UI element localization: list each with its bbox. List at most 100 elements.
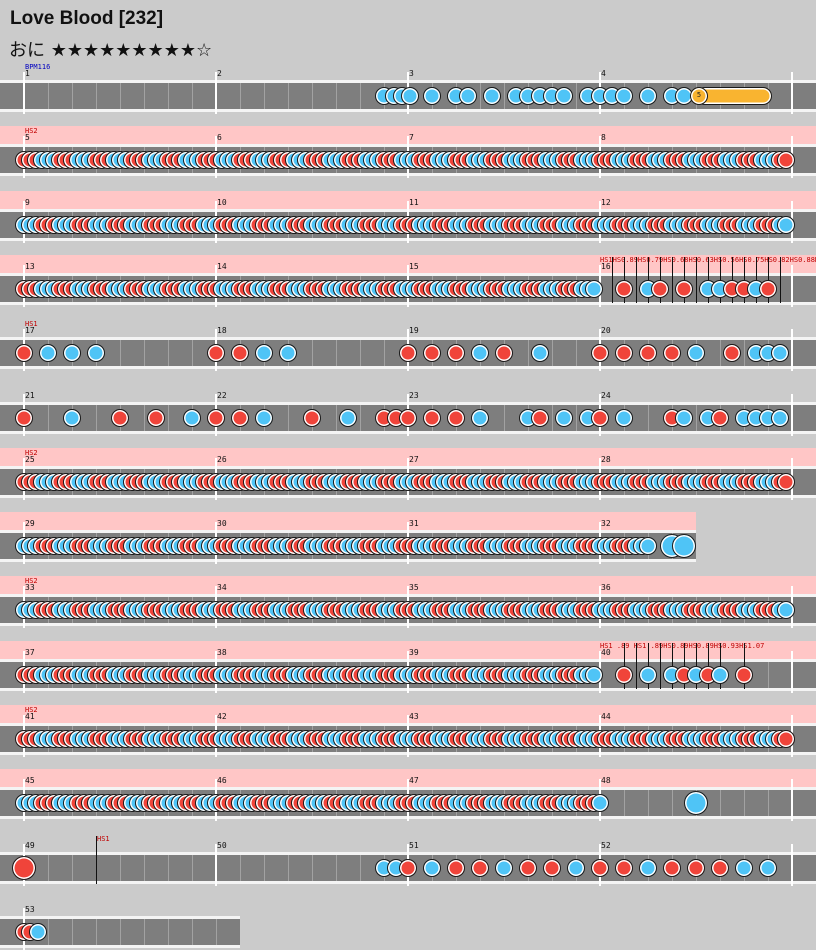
- beat-line: [168, 83, 169, 109]
- beat-line: [504, 83, 505, 109]
- ka-note: [495, 859, 513, 877]
- don-note: [639, 344, 657, 362]
- ka-note: [591, 794, 609, 812]
- measure-number: 6: [217, 133, 222, 142]
- ka-note: [759, 859, 777, 877]
- beat-line: [192, 855, 193, 881]
- measure-number: 36: [601, 583, 611, 592]
- difficulty-label: おに: [9, 40, 45, 61]
- scroll-speed-band: [0, 512, 696, 530]
- beat-line: [624, 790, 625, 816]
- don-note: [303, 409, 321, 427]
- ka-note: [639, 537, 657, 555]
- measure-number: 30: [217, 519, 227, 528]
- ka-note: [771, 409, 789, 427]
- don-note: [423, 409, 441, 427]
- beat-line: [720, 340, 721, 366]
- beat-line: [360, 83, 361, 109]
- beat-line: [360, 405, 361, 431]
- measure-number: 17: [25, 326, 35, 335]
- don-note: [495, 344, 513, 362]
- measure-number: 18: [217, 326, 227, 335]
- event-marker: [780, 257, 781, 303]
- scroll-speed-label: HS1: [97, 835, 110, 843]
- beat-line: [72, 855, 73, 881]
- don-note: [735, 666, 753, 684]
- ka-note: [63, 409, 81, 427]
- scroll-speed-band: [0, 448, 816, 466]
- ka-note: [555, 409, 573, 427]
- beat-line: [528, 340, 529, 366]
- don-note: [531, 409, 549, 427]
- ka-note: [777, 216, 795, 234]
- measure-number: 12: [601, 198, 611, 207]
- don-note: [711, 859, 729, 877]
- ka-note: [639, 666, 657, 684]
- beat-line: [312, 83, 313, 109]
- beat-line: [360, 340, 361, 366]
- bar-line: [791, 72, 793, 114]
- beat-line: [240, 83, 241, 109]
- don-note: [759, 280, 777, 298]
- ka-note: [483, 87, 501, 105]
- ka-note: [735, 859, 753, 877]
- measure-number: 45: [25, 776, 35, 785]
- beat-line: [144, 855, 145, 881]
- bar-line: [215, 72, 217, 114]
- measure-number: 41: [25, 712, 35, 721]
- beat-line: [480, 83, 481, 109]
- beat-line: [552, 340, 553, 366]
- don-note: [111, 409, 129, 427]
- beat-line: [48, 855, 49, 881]
- event-marker: [612, 257, 613, 303]
- measure-number: 40: [601, 648, 611, 657]
- don-note: [447, 859, 465, 877]
- beat-line: [768, 662, 769, 688]
- ka-note: [255, 344, 273, 362]
- beat-line: [672, 790, 673, 816]
- ka-note: [459, 87, 477, 105]
- beat-line: [216, 919, 217, 945]
- don-note: [447, 409, 465, 427]
- ka-note: [675, 409, 693, 427]
- beat-line: [168, 855, 169, 881]
- ka-note: [63, 344, 81, 362]
- measure-number: 13: [25, 262, 35, 271]
- song-title: Love Blood [232]: [10, 8, 164, 29]
- ka-note: [639, 859, 657, 877]
- measure-number: 15: [409, 262, 419, 271]
- star-rating: ★★★★★★★★★☆: [50, 40, 213, 61]
- scroll-speed-label: HS2: [25, 706, 38, 714]
- beat-line: [360, 855, 361, 881]
- beat-line: [336, 855, 337, 881]
- measure-number: 24: [601, 391, 611, 400]
- chart-row: 5 6 7 8 HS2: [0, 126, 816, 178]
- measure-number: 29: [25, 519, 35, 528]
- ka-note: [585, 280, 603, 298]
- measure-number: 7: [409, 133, 414, 142]
- beat-line: [168, 919, 169, 945]
- chart-row: 53: [0, 898, 240, 950]
- chart-row: 49 50 51 52 HS1: [0, 834, 816, 886]
- chart-row: 25 26 27 28 HS2: [0, 448, 816, 500]
- don-note: [15, 344, 33, 362]
- don-note: [663, 344, 681, 362]
- measure-number: 33: [25, 583, 35, 592]
- measure-number: 44: [601, 712, 611, 721]
- don-note: [615, 280, 633, 298]
- beat-line: [312, 340, 313, 366]
- measure-number: 10: [217, 198, 227, 207]
- measure-number: 28: [601, 455, 611, 464]
- measure-number: 48: [601, 776, 611, 785]
- don-note: [207, 344, 225, 362]
- measure-number: 38: [217, 648, 227, 657]
- don-note: [399, 344, 417, 362]
- measure-number: 52: [601, 841, 611, 850]
- measure-number: 14: [217, 262, 227, 271]
- ka-note: [615, 87, 633, 105]
- beat-line: [72, 919, 73, 945]
- don-note: [615, 344, 633, 362]
- ka-note: [87, 344, 105, 362]
- chart-row: 41 42 43 44 HS2: [0, 705, 816, 757]
- measure-number: 46: [217, 776, 227, 785]
